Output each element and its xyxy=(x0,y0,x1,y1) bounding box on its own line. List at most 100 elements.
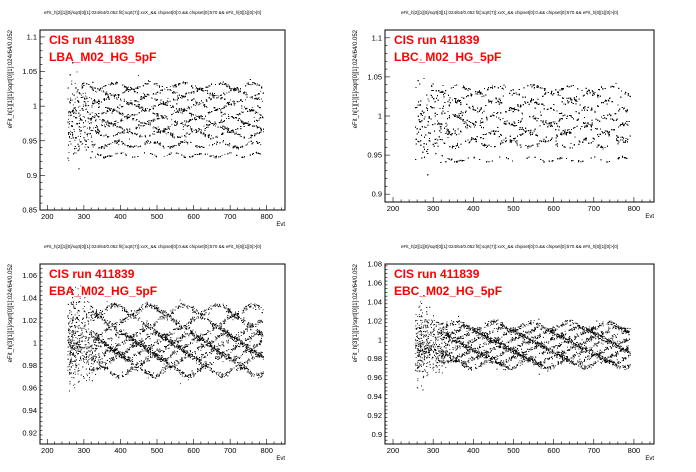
data-point xyxy=(129,88,131,90)
data-point xyxy=(105,107,107,108)
data-point xyxy=(159,131,161,133)
data-point xyxy=(107,136,108,138)
data-point xyxy=(125,116,127,117)
data-point xyxy=(186,110,188,112)
data-point xyxy=(157,91,159,93)
data-point xyxy=(127,117,129,119)
data-point xyxy=(143,98,145,99)
data-point xyxy=(167,97,169,99)
data-point xyxy=(174,99,176,101)
data-point xyxy=(145,83,147,85)
data-point xyxy=(175,145,177,147)
data-point xyxy=(160,99,162,101)
data-point xyxy=(228,114,229,116)
data-point xyxy=(183,126,184,128)
data-point xyxy=(77,123,78,125)
data-point xyxy=(250,136,252,138)
data-point xyxy=(108,125,110,127)
data-point xyxy=(131,146,133,148)
data-point xyxy=(184,82,186,83)
data-point xyxy=(198,87,200,89)
data-point xyxy=(157,116,159,118)
data-point xyxy=(92,90,94,91)
data-point xyxy=(246,94,248,95)
data-point xyxy=(121,120,122,122)
data-point xyxy=(116,140,118,142)
data-point xyxy=(114,140,115,142)
data-point xyxy=(80,97,82,98)
data-point xyxy=(146,94,148,96)
data-point xyxy=(140,122,142,124)
data-point xyxy=(218,122,220,124)
data-point xyxy=(260,98,262,100)
data-point xyxy=(123,130,125,132)
data-point xyxy=(155,99,157,101)
data-point xyxy=(106,110,108,112)
data-point xyxy=(159,101,161,103)
data-point xyxy=(114,135,116,136)
data-point xyxy=(200,131,202,133)
data-point xyxy=(259,107,261,109)
data-point xyxy=(220,111,222,113)
data-point xyxy=(107,108,109,110)
data-point xyxy=(126,128,128,130)
data-point xyxy=(131,114,132,116)
data-point xyxy=(135,105,137,107)
data-point xyxy=(116,134,118,136)
data-point xyxy=(112,110,114,112)
data-point xyxy=(174,124,175,126)
data-point xyxy=(77,90,78,92)
data-point xyxy=(109,156,111,157)
data-point xyxy=(97,128,99,130)
data-point xyxy=(241,101,243,102)
data-point xyxy=(196,89,198,91)
data-point xyxy=(153,105,155,107)
data-point xyxy=(250,137,252,139)
data-point xyxy=(108,96,109,98)
data-point xyxy=(103,157,104,159)
data-point xyxy=(85,120,86,122)
data-point xyxy=(185,133,187,135)
data-point xyxy=(221,83,223,85)
data-point xyxy=(135,91,136,93)
data-point xyxy=(140,134,142,136)
data-point xyxy=(240,119,242,121)
data-point xyxy=(69,101,70,103)
data-point xyxy=(90,118,91,120)
data-point xyxy=(257,105,259,107)
data-point xyxy=(204,129,206,131)
data-point xyxy=(164,129,166,131)
data-point xyxy=(220,82,221,84)
data-point xyxy=(73,94,75,96)
data-point xyxy=(121,141,123,143)
data-point xyxy=(83,85,85,86)
data-point xyxy=(139,107,141,109)
data-point xyxy=(182,110,184,112)
data-point xyxy=(159,118,161,120)
data-point xyxy=(81,143,83,145)
data-point xyxy=(252,125,254,127)
data-point xyxy=(187,143,189,145)
data-point xyxy=(166,116,168,117)
data-point xyxy=(149,142,151,144)
data-point xyxy=(68,133,69,135)
data-point xyxy=(247,121,249,123)
data-point xyxy=(166,100,168,102)
data-point xyxy=(68,118,69,120)
data-point xyxy=(143,125,145,126)
data-point xyxy=(195,145,197,147)
data-point xyxy=(243,93,245,95)
data-point xyxy=(171,134,173,136)
data-point xyxy=(181,142,183,143)
data-point xyxy=(235,117,236,118)
data-point xyxy=(111,123,113,124)
data-point xyxy=(182,141,184,143)
data-point xyxy=(72,109,74,111)
data-point xyxy=(118,132,119,133)
data-point xyxy=(68,123,70,125)
data-point xyxy=(190,112,192,114)
data-point xyxy=(114,123,115,125)
data-point xyxy=(91,151,93,153)
data-point xyxy=(77,100,79,102)
data-point xyxy=(68,112,69,114)
